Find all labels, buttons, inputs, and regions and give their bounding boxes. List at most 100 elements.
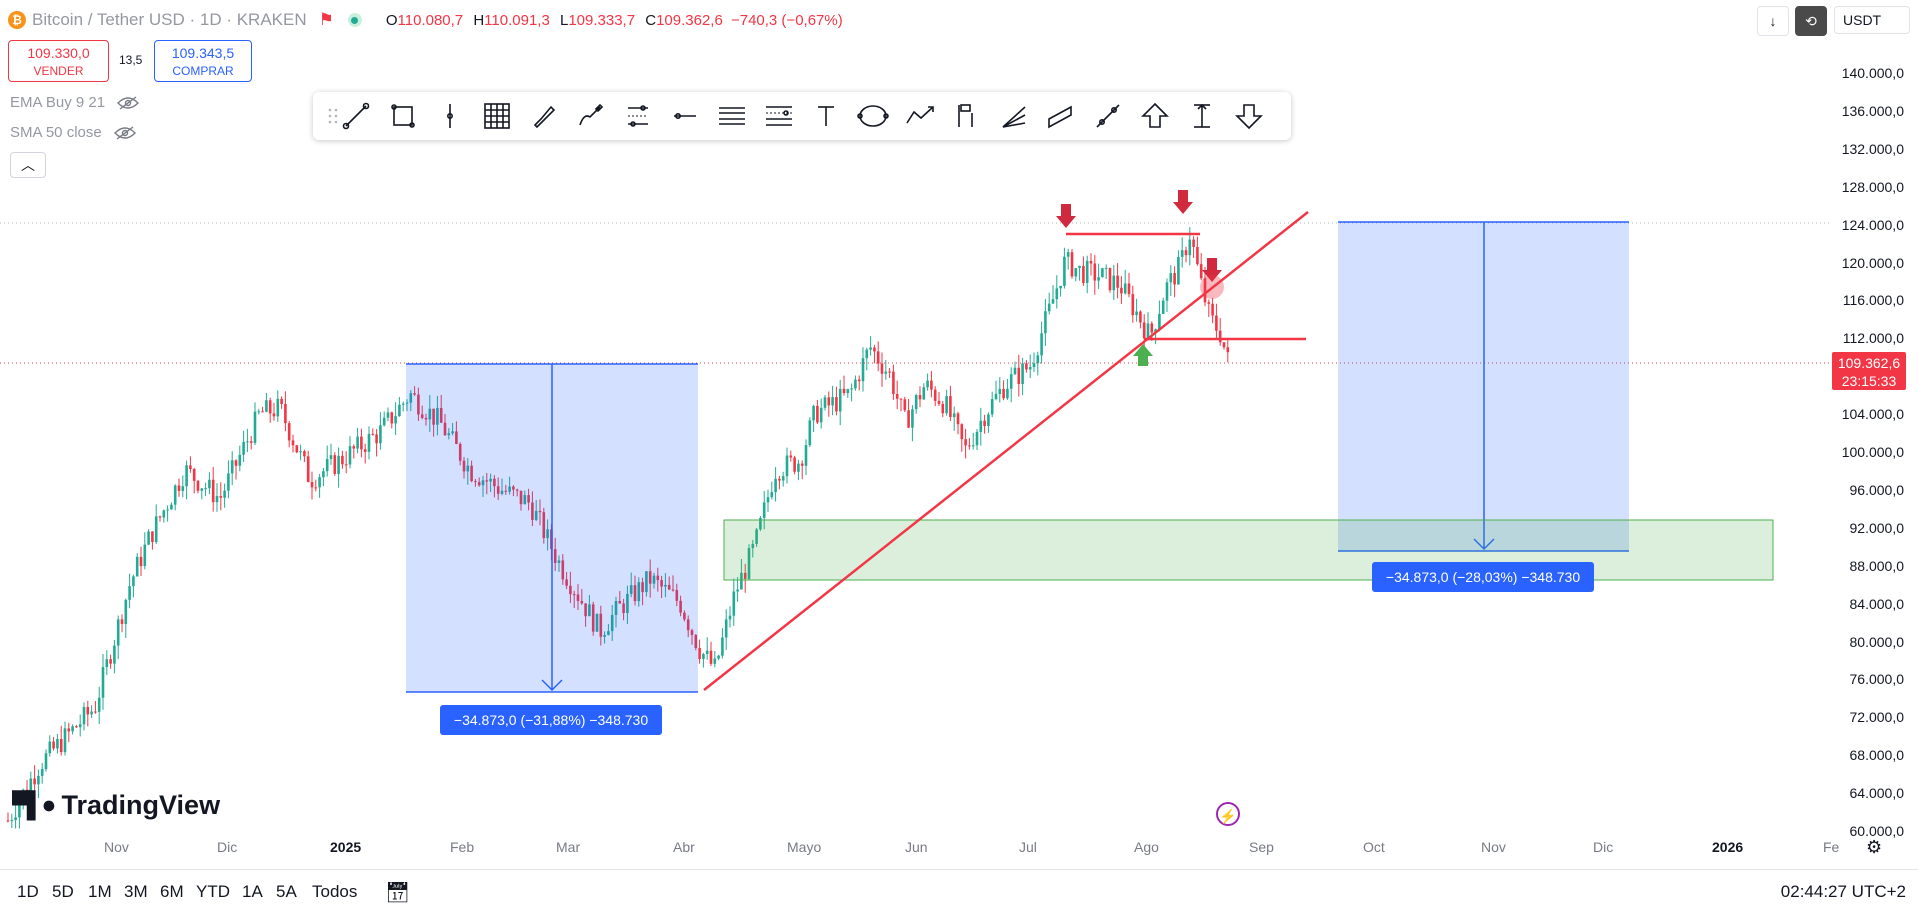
measure-label[interactable]: −34.873,0 (−31,88%) −348.730	[440, 705, 662, 735]
candle-body	[645, 571, 648, 593]
candle-body	[265, 400, 268, 412]
tradingview-logo[interactable]: ▀▌● TradingView	[12, 790, 220, 821]
candle-body	[626, 593, 629, 614]
candle-body	[1055, 288, 1059, 300]
candle-body	[865, 349, 869, 359]
sell-button[interactable]: 109.330,0 VENDER	[8, 40, 109, 82]
range-button[interactable]: 5A	[276, 882, 297, 901]
candle-body	[698, 647, 701, 660]
measure-label[interactable]: −34.873,0 (−28,03%) −348.730	[1372, 562, 1594, 592]
price-axis[interactable]: 140.000,0 136.000,0 132.000,0 128.000,0 124.…	[1830, 0, 1918, 845]
long-position-icon[interactable]	[947, 96, 987, 136]
time-tick-label: Mar	[556, 839, 581, 855]
text-icon[interactable]	[806, 96, 846, 136]
measure-arrowhead	[541, 679, 563, 692]
candle-body	[789, 455, 793, 458]
candle-body	[398, 404, 401, 417]
range-button[interactable]: 3M	[124, 882, 148, 901]
settings-icon[interactable]: ⚙	[1866, 837, 1883, 857]
candle-body	[1116, 275, 1119, 288]
time-tick-label: Nov	[1481, 839, 1506, 855]
flag-icon[interactable]: ⚑	[318, 10, 334, 29]
grid-icon[interactable]	[477, 96, 517, 136]
range-button[interactable]: 1A	[242, 882, 263, 901]
candle-body	[504, 490, 508, 492]
candle-body	[455, 431, 458, 444]
candle-body	[170, 504, 173, 510]
candle-body	[223, 490, 226, 498]
candle-body	[641, 582, 644, 593]
fib-fan-icon[interactable]	[994, 96, 1034, 136]
parallel-channel-icon[interactable]	[618, 96, 658, 136]
candle-body	[618, 601, 622, 604]
clock[interactable]: 02:44:27 UTC+2	[1780, 882, 1906, 901]
vertical-line-icon[interactable]	[430, 96, 470, 136]
ellipse-icon[interactable]	[853, 96, 893, 136]
trend-line-icon[interactable]	[336, 96, 376, 136]
range-button[interactable]: 1M	[88, 882, 112, 901]
path-icon[interactable]	[900, 96, 940, 136]
lightning-icon[interactable]: ⚡	[1216, 802, 1240, 826]
range-button[interactable]: Todos	[312, 882, 358, 901]
price-range-icon[interactable]	[1182, 96, 1222, 136]
time-tick-label: Mayo	[787, 839, 822, 855]
candle-body	[135, 556, 139, 577]
rectangle-icon[interactable]	[383, 96, 423, 136]
pen-icon[interactable]	[571, 96, 611, 136]
candle-body	[930, 380, 933, 390]
range-button[interactable]: 5D	[52, 882, 74, 901]
download-button[interactable]: ↓	[1757, 6, 1789, 36]
fib-retracement-icon[interactable]	[759, 96, 799, 136]
range-button[interactable]: YTD	[196, 882, 230, 901]
candle-body	[329, 455, 333, 460]
candle-body	[18, 802, 21, 818]
candle-body	[721, 637, 724, 656]
candle-body	[1021, 363, 1024, 385]
candle-body	[873, 347, 876, 352]
candle-body	[181, 486, 185, 491]
grip-icon[interactable]	[313, 96, 353, 136]
arrow-up-icon[interactable]	[1135, 96, 1175, 136]
buy-button[interactable]: 109.343,5 COMPRAR	[154, 40, 252, 82]
sync-button[interactable]: ⟲	[1795, 6, 1827, 36]
candle-body	[470, 465, 473, 482]
range-button[interactable]: 6M	[160, 882, 184, 901]
price-chart[interactable]	[0, 0, 1830, 845]
eye-hidden-icon[interactable]	[113, 125, 136, 140]
indicator-ema[interactable]: EMA Buy 9 21	[10, 94, 140, 111]
candle-body	[40, 769, 44, 776]
candle-body	[124, 599, 128, 624]
candle-body	[679, 600, 682, 613]
candle-body	[14, 817, 17, 821]
candle-body	[622, 603, 625, 614]
candle-body	[462, 460, 466, 472]
indicator-sma[interactable]: SMA 50 close	[10, 124, 136, 141]
brush-icon[interactable]	[524, 96, 564, 136]
candle-body	[1093, 263, 1097, 281]
candle-body	[151, 531, 154, 543]
horizontal-lines-icon[interactable]	[712, 96, 752, 136]
arrow-down-icon[interactable]	[1229, 96, 1269, 136]
currency-select[interactable]: USDT	[1834, 6, 1910, 34]
time-tick-label: Feb	[450, 839, 475, 855]
calendar-goto-icon[interactable]: 📅︎	[385, 882, 411, 904]
symbol-name[interactable]: Bitcoin / Tether USD · 1D · KRAKEN	[32, 10, 307, 29]
ruler-icon[interactable]	[1088, 96, 1128, 136]
drawing-toolbar	[313, 92, 1291, 140]
buy-price: 109.343,5	[171, 45, 235, 61]
range-button[interactable]: 1D	[17, 882, 39, 901]
tv-logo-icon: ▀▌●	[12, 791, 56, 819]
candle-body	[386, 412, 390, 418]
candle-body	[656, 575, 660, 581]
candle-body	[1074, 268, 1078, 277]
support-zone	[723, 519, 1774, 581]
collapse-legend-button[interactable]: ︿	[10, 152, 46, 178]
price-tick-label: 116.000,0	[1842, 292, 1904, 309]
candle-body	[1108, 267, 1112, 291]
buy-label: COMPRAR	[172, 64, 234, 78]
eye-hidden-icon[interactable]	[117, 95, 140, 110]
channel-icon[interactable]	[1041, 96, 1081, 136]
candle-body	[736, 589, 739, 592]
current-price: 109.362,6	[1837, 355, 1901, 371]
horizontal-ray-icon[interactable]	[665, 96, 705, 136]
